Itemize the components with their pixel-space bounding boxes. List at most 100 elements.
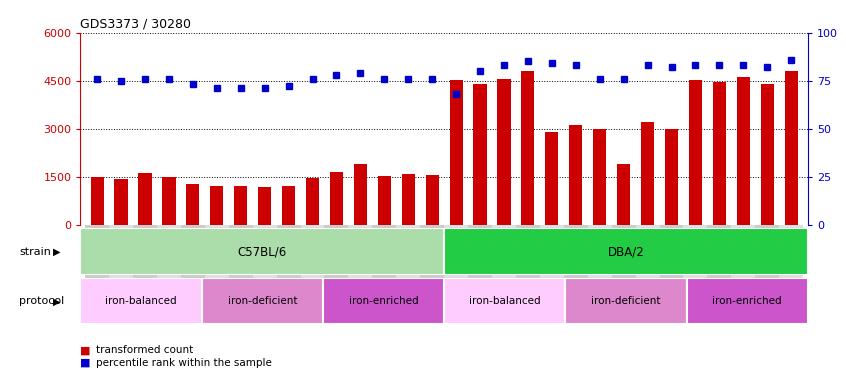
Bar: [546, 132, 558, 225]
Bar: [349, 225, 372, 296]
Text: iron-balanced: iron-balanced: [469, 296, 541, 306]
Bar: [497, 79, 511, 225]
Bar: [684, 225, 707, 296]
Bar: [449, 80, 463, 225]
Bar: [540, 225, 563, 296]
Bar: [641, 122, 654, 225]
Bar: [492, 225, 516, 296]
Bar: [713, 82, 726, 225]
Text: GSM262820: GSM262820: [499, 226, 508, 268]
Bar: [354, 164, 367, 225]
Text: GSM262817: GSM262817: [452, 226, 460, 268]
Text: ▶: ▶: [53, 296, 60, 306]
Text: GSM262953: GSM262953: [643, 226, 652, 268]
Text: GDS3373 / 30280: GDS3373 / 30280: [80, 17, 191, 30]
Text: strain: strain: [19, 247, 52, 257]
Bar: [114, 179, 128, 225]
Text: GSM262794: GSM262794: [404, 226, 413, 268]
Bar: [306, 178, 319, 225]
Bar: [201, 278, 323, 324]
Text: iron-enriched: iron-enriched: [349, 296, 418, 306]
Bar: [325, 225, 349, 296]
Bar: [516, 225, 540, 296]
Bar: [665, 129, 678, 225]
Bar: [731, 225, 755, 296]
Text: GSM262773: GSM262773: [380, 226, 389, 268]
Text: GSM262765: GSM262765: [117, 226, 125, 268]
Text: GSM262799: GSM262799: [284, 226, 293, 268]
Bar: [282, 185, 295, 225]
Bar: [258, 187, 272, 225]
Bar: [755, 225, 779, 296]
Text: GSM262762: GSM262762: [92, 226, 102, 268]
Text: GSM262843: GSM262843: [739, 226, 748, 268]
Bar: [761, 84, 774, 225]
Bar: [377, 176, 391, 225]
Bar: [205, 225, 228, 296]
Bar: [372, 225, 396, 296]
Text: GSM262954: GSM262954: [667, 226, 676, 268]
Bar: [181, 225, 205, 296]
Text: GSM262795: GSM262795: [428, 226, 437, 268]
Bar: [396, 225, 420, 296]
Bar: [277, 225, 300, 296]
Text: GSM262950: GSM262950: [571, 226, 580, 268]
Text: GSM262952: GSM262952: [619, 226, 628, 268]
Text: GSM262841: GSM262841: [691, 226, 700, 268]
Bar: [330, 172, 343, 225]
Bar: [660, 225, 684, 296]
Bar: [707, 225, 731, 296]
Bar: [468, 225, 492, 296]
Text: GSM262800: GSM262800: [308, 226, 317, 268]
Bar: [186, 184, 200, 225]
Bar: [444, 228, 808, 275]
Text: protocol: protocol: [19, 296, 64, 306]
Bar: [85, 225, 109, 296]
Bar: [139, 173, 151, 225]
Bar: [80, 278, 201, 324]
Text: GSM262839: GSM262839: [524, 226, 532, 268]
Text: GSM262798: GSM262798: [261, 226, 269, 268]
Text: ■: ■: [80, 345, 91, 355]
Text: GSM262842: GSM262842: [715, 226, 724, 268]
Text: C57BL/6: C57BL/6: [238, 245, 287, 258]
Text: iron-deficient: iron-deficient: [228, 296, 297, 306]
Bar: [402, 174, 415, 225]
Bar: [133, 225, 157, 296]
Text: GSM262951: GSM262951: [596, 226, 604, 268]
Bar: [323, 278, 444, 324]
Bar: [444, 225, 468, 296]
Bar: [210, 186, 223, 225]
Bar: [617, 164, 630, 225]
Text: GSM262797: GSM262797: [236, 226, 245, 268]
Bar: [420, 225, 444, 296]
Bar: [521, 71, 535, 225]
Text: iron-enriched: iron-enriched: [712, 296, 782, 306]
Text: GSM262845: GSM262845: [787, 226, 796, 268]
Bar: [779, 225, 803, 296]
Bar: [635, 225, 660, 296]
Bar: [234, 186, 247, 225]
Text: GSM262796: GSM262796: [212, 226, 222, 268]
Text: GSM262768: GSM262768: [140, 226, 150, 268]
Text: GSM262840: GSM262840: [547, 226, 557, 268]
Bar: [157, 225, 181, 296]
Bar: [569, 126, 582, 225]
Bar: [91, 177, 104, 225]
Bar: [687, 278, 808, 324]
Bar: [565, 278, 687, 324]
Text: GSM262771: GSM262771: [332, 226, 341, 268]
Bar: [426, 175, 439, 225]
Text: transformed count: transformed count: [96, 345, 193, 355]
Bar: [689, 80, 702, 225]
Bar: [228, 225, 253, 296]
Bar: [784, 71, 798, 225]
Bar: [300, 225, 325, 296]
Text: ▶: ▶: [53, 247, 60, 257]
Text: iron-deficient: iron-deficient: [591, 296, 661, 306]
Text: iron-balanced: iron-balanced: [105, 296, 177, 306]
Text: GSM262844: GSM262844: [763, 226, 772, 268]
Bar: [588, 225, 612, 296]
Text: ■: ■: [80, 358, 91, 368]
Bar: [563, 225, 588, 296]
